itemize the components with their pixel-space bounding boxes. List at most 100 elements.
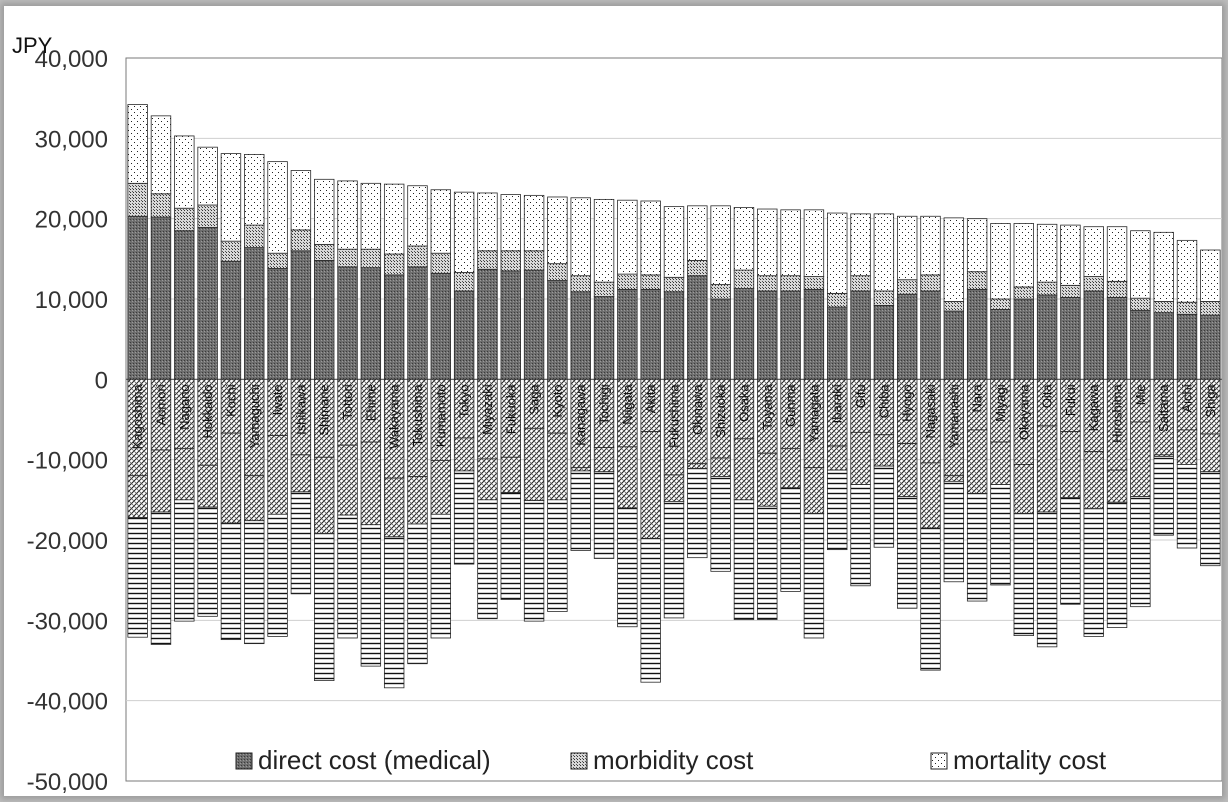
bar-direct-cost xyxy=(1083,290,1104,380)
bar-mortality-cost xyxy=(500,194,521,252)
bar-negative-segment-2 xyxy=(1083,451,1104,510)
bar-direct-cost xyxy=(663,291,685,380)
bar-negative-segment-3 xyxy=(453,470,475,565)
bar-negative-segment-3 xyxy=(220,522,242,641)
bar-morbidity-cost xyxy=(593,281,615,297)
category-label: Gunma xyxy=(783,384,798,427)
bar-morbidity-cost xyxy=(570,275,591,293)
category-label: Kanagawa xyxy=(573,384,588,446)
category-label: Saga xyxy=(527,384,542,415)
bar-negative-segment-3 xyxy=(1130,496,1151,608)
bar-morbidity-cost xyxy=(966,271,988,290)
bar-direct-cost xyxy=(453,290,475,380)
category-label: Ishikawa xyxy=(293,384,308,435)
bar-negative-segment-2 xyxy=(663,474,685,502)
bar-negative-segment-3 xyxy=(827,469,848,551)
bar-morbidity-cost xyxy=(1060,284,1081,298)
bar-negative-segment-2 xyxy=(1060,431,1081,498)
category-label: Hiroshima xyxy=(1110,384,1125,443)
bar-negative-segment-2 xyxy=(780,448,801,489)
bar-morbidity-cost xyxy=(710,284,731,300)
bar-negative-segment-3 xyxy=(407,523,428,665)
bar-mortality-cost xyxy=(873,213,895,292)
legend-label: morbidity cost xyxy=(593,745,754,775)
bar-direct-cost xyxy=(1060,296,1081,380)
bar-negative-segment-3 xyxy=(617,507,638,628)
category-label: Oita xyxy=(1040,384,1055,409)
category-label: Tokushima xyxy=(410,384,425,447)
bar-morbidity-cost xyxy=(663,276,685,293)
bar-morbidity-cost xyxy=(687,260,708,277)
category-label: Kagawa xyxy=(1086,384,1101,432)
bar-mortality-cost xyxy=(710,205,731,285)
bar-morbidity-cost xyxy=(477,250,498,270)
bar-negative-segment-2 xyxy=(827,445,848,471)
bar-direct-cost xyxy=(617,288,638,380)
bar-negative-segment-2 xyxy=(290,454,312,493)
bar-morbidity-cost xyxy=(360,248,382,269)
bar-direct-cost xyxy=(896,293,918,380)
bar-negative-segment-2 xyxy=(990,441,1011,485)
bar-mortality-cost xyxy=(1176,239,1198,303)
bar-negative-segment-2 xyxy=(943,475,965,482)
bar-negative-segment-3 xyxy=(337,514,358,639)
bar-mortality-cost xyxy=(1130,230,1151,299)
bar-negative-segment-2 xyxy=(1013,464,1034,514)
bar-mortality-cost xyxy=(267,161,288,254)
bar-negative-segment-3 xyxy=(570,470,591,551)
bar-direct-cost xyxy=(990,309,1011,380)
bar-negative-segment-3 xyxy=(1200,471,1221,567)
category-label: Hyogo xyxy=(900,384,915,422)
bar-morbidity-cost xyxy=(850,275,871,292)
bar-mortality-cost xyxy=(593,198,615,283)
bar-direct-cost xyxy=(1130,309,1151,380)
bar-mortality-cost xyxy=(244,153,265,226)
bar-morbidity-cost xyxy=(1106,280,1128,298)
category-label: Kagoshima xyxy=(130,384,145,450)
bar-negative-segment-2 xyxy=(174,448,195,501)
bar-mortality-cost xyxy=(990,223,1011,300)
bar-negative-segment-3 xyxy=(920,527,941,671)
bar-negative-segment-3 xyxy=(757,505,778,620)
bar-direct-cost xyxy=(430,272,452,380)
bar-negative-segment-3 xyxy=(943,480,965,583)
category-label: Shizuoka xyxy=(713,384,728,438)
bar-mortality-cost xyxy=(617,199,638,275)
bar-mortality-cost xyxy=(383,183,405,255)
category-label: Ibaraki xyxy=(830,384,845,423)
category-label: Kochi xyxy=(223,384,238,417)
bar-morbidity-cost xyxy=(244,224,265,248)
bar-negative-segment-3 xyxy=(850,484,871,587)
bar-negative-segment-3 xyxy=(127,517,148,638)
bar-mortality-cost xyxy=(896,215,918,281)
bar-mortality-cost xyxy=(850,213,871,277)
legend-label: mortality cost xyxy=(953,745,1107,775)
bar-negative-segment-2 xyxy=(244,475,265,522)
y-axis-unit-label: JPY xyxy=(12,33,53,58)
bar-negative-segment-3 xyxy=(1153,456,1174,536)
bar-negative-segment-2 xyxy=(360,441,382,526)
bar-direct-cost xyxy=(197,227,218,380)
legend-item-morbidity-cost: morbidity cost xyxy=(570,745,754,775)
bar-mortality-cost xyxy=(1106,226,1128,282)
bar-morbidity-cost xyxy=(407,245,428,268)
bar-morbidity-cost xyxy=(430,252,452,274)
bar-negative-segment-3 xyxy=(523,500,545,622)
bar-direct-cost xyxy=(267,268,288,380)
bar-negative-segment-3 xyxy=(360,524,382,667)
bar-negative-segment-2 xyxy=(337,444,358,516)
category-label: Wakayama xyxy=(387,384,402,449)
bar-negative-segment-2 xyxy=(920,462,941,529)
bar-negative-segment-3 xyxy=(500,492,521,600)
bar-negative-segment-2 xyxy=(757,452,778,507)
bar-negative-segment-3 xyxy=(1013,513,1034,636)
bar-negative-segment-3 xyxy=(290,491,312,595)
bar-mortality-cost xyxy=(337,180,358,250)
legend-item-direct-cost: direct cost (medical) xyxy=(235,745,491,775)
bar-negative-segment-2 xyxy=(617,446,638,509)
category-label: Mie xyxy=(1133,384,1148,405)
bar-morbidity-cost xyxy=(197,204,218,228)
bar-morbidity-cost xyxy=(780,275,801,292)
category-label: Toyama xyxy=(760,384,775,430)
bar-direct-cost xyxy=(360,267,382,380)
